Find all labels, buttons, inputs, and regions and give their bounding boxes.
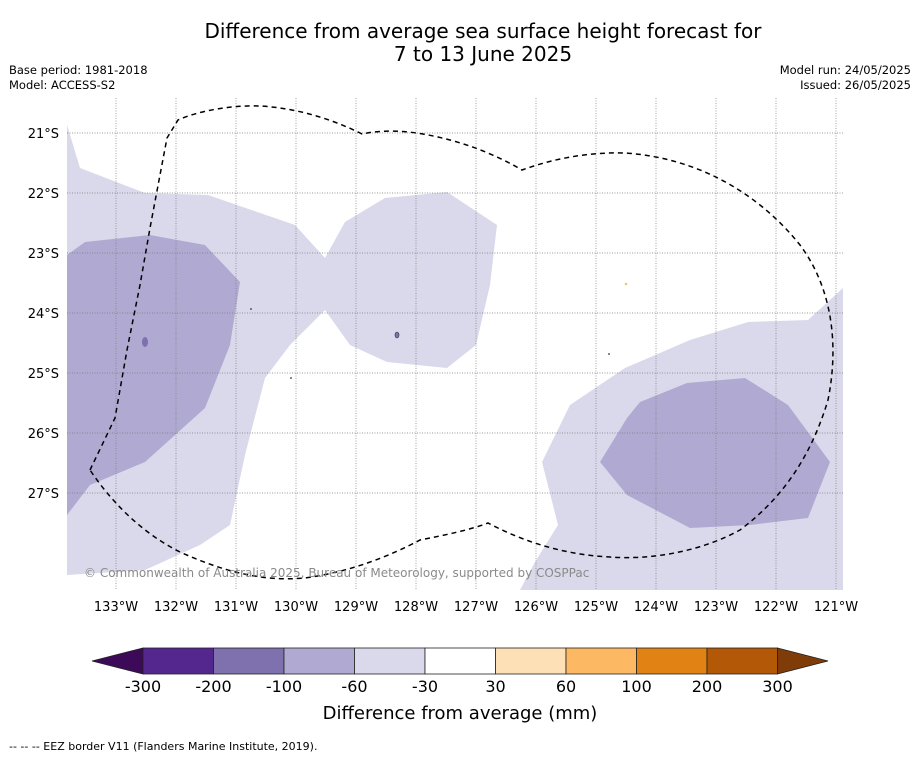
colorbar-segment xyxy=(706,647,778,675)
longitude-label: 126°W xyxy=(514,600,558,615)
colorbar-tick-label: 60 xyxy=(556,677,576,696)
longitude-label: 129°W xyxy=(334,600,378,615)
colorbar: -300 -200 -100 -60 -30 30 60 100 200 300 xyxy=(91,647,829,696)
colorbar-segment xyxy=(424,647,496,675)
latitude-label: 25°S xyxy=(28,367,59,382)
colorbar-segment xyxy=(636,647,708,675)
anomaly-region-west-medium xyxy=(67,235,240,515)
latitude-label: 26°S xyxy=(28,427,59,442)
colorbar-segment xyxy=(354,647,426,675)
eez-border xyxy=(89,105,834,580)
latitude-label: 22°S xyxy=(28,187,59,202)
meta-right: Model run: 24/05/2025 Issued: 26/05/2025 xyxy=(780,63,911,93)
longitude-label: 133°W xyxy=(94,600,138,615)
speckle xyxy=(608,353,610,355)
colorbar-segment xyxy=(565,647,637,675)
base-period-text: Base period: 1981-2018 xyxy=(9,63,148,77)
copyright-text: © Commonwealth of Australia 2025, Bureau… xyxy=(84,566,589,580)
speckle xyxy=(624,282,628,286)
model-text: Model: ACCESS-S2 xyxy=(9,78,116,92)
anomaly-region-east-medium xyxy=(600,378,830,528)
latitude-label: 21°S xyxy=(28,127,59,142)
longitude-label: 125°W xyxy=(574,600,618,615)
colorbar-tick-label: 300 xyxy=(762,677,793,696)
colorbar-tick-label: -300 xyxy=(125,677,161,696)
colorbar-extend-low xyxy=(91,647,144,675)
latitude-label: 23°S xyxy=(28,247,59,262)
eez-footnote: -- -- -- EEZ border V11 (Flanders Marine… xyxy=(9,740,318,753)
longitude-label: 130°W xyxy=(274,600,318,615)
colorbar-tick-label: -60 xyxy=(341,677,367,696)
longitude-label: 123°W xyxy=(694,600,738,615)
colorbar-tick-label: -30 xyxy=(412,677,438,696)
speckle xyxy=(394,331,400,339)
map-title-line1: Difference from average sea surface heig… xyxy=(204,19,762,43)
colorbar-tick-label: -100 xyxy=(266,677,302,696)
colorbar-tick-label: 200 xyxy=(692,677,723,696)
latitude-labels: 21°S 22°S 23°S 24°S 25°S 26°S 27°S xyxy=(28,127,59,502)
colorbar-extend-high xyxy=(777,647,829,675)
colorbar-segment xyxy=(142,647,214,675)
meta-left: Base period: 1981-2018 Model: ACCESS-S2 xyxy=(9,63,148,93)
longitude-label: 124°W xyxy=(634,600,678,615)
colorbar-tick-label: 30 xyxy=(485,677,505,696)
colorbar-segment xyxy=(495,647,567,675)
colorbar-segment xyxy=(283,647,355,675)
speckle xyxy=(142,337,148,347)
colorbar-segment xyxy=(213,647,285,675)
anomaly-region-west-light xyxy=(67,125,497,575)
speckle xyxy=(290,377,292,379)
latitude-label: 27°S xyxy=(28,487,59,502)
map-panel: © Commonwealth of Australia 2025, Bureau… xyxy=(67,98,843,590)
issued-text: Issued: 26/05/2025 xyxy=(800,78,911,92)
longitude-label: 132°W xyxy=(154,600,198,615)
colorbar-tick-label: -200 xyxy=(195,677,231,696)
speckle xyxy=(250,308,252,310)
gridlines xyxy=(67,98,843,590)
longitude-label: 128°W xyxy=(394,600,438,615)
map-title-line2: 7 to 13 June 2025 xyxy=(393,42,573,66)
colorbar-title: Difference from average (mm) xyxy=(323,703,598,724)
longitude-labels: 133°W 132°W 131°W 130°W 129°W 128°W 127°W 126°W… xyxy=(94,600,858,615)
longitude-label: 131°W xyxy=(214,600,258,615)
latitude-label: 24°S xyxy=(28,307,59,322)
longitude-label: 121°W xyxy=(814,600,858,615)
model-run-text: Model run: 24/05/2025 xyxy=(779,63,911,77)
longitude-label: 127°W xyxy=(454,600,498,615)
colorbar-tick-label: 100 xyxy=(621,677,652,696)
longitude-label: 122°W xyxy=(754,600,798,615)
